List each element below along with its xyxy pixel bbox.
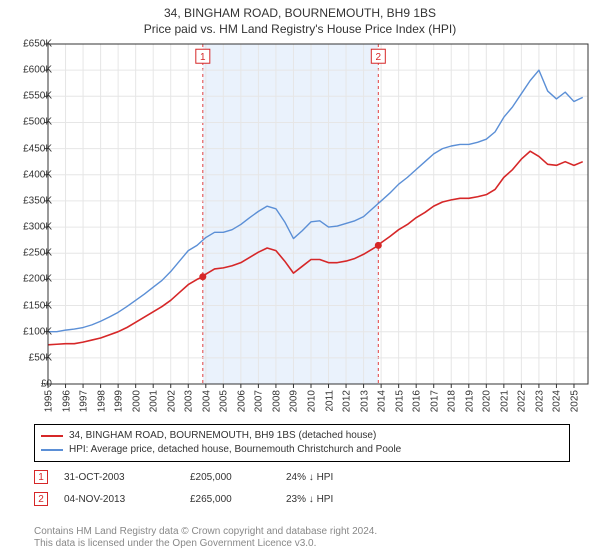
- sale-diff-vs-hpi: 24% ↓ HPI: [286, 472, 356, 483]
- x-axis-tick-label: 1997: [79, 390, 90, 412]
- x-axis-tick-label: 2019: [464, 390, 475, 412]
- y-axis-tick-label: £200K: [8, 274, 52, 285]
- x-axis-tick-label: 1996: [61, 390, 72, 412]
- chart-plot-area: 12: [48, 44, 588, 384]
- y-axis-tick-label: £150K: [8, 300, 52, 311]
- x-axis-tick-label: 1998: [96, 390, 107, 412]
- x-axis-tick-label: 1999: [114, 390, 125, 412]
- y-axis-tick-label: £600K: [8, 65, 52, 76]
- x-axis-tick-label: 2001: [149, 390, 160, 412]
- x-axis-tick-label: 2000: [131, 390, 142, 412]
- y-axis-tick-label: £450K: [8, 143, 52, 154]
- y-axis-tick-label: £50K: [8, 352, 52, 363]
- y-axis-tick-label: £400K: [8, 169, 52, 180]
- svg-text:1: 1: [200, 52, 206, 63]
- legend-label: 34, BINGHAM ROAD, BOURNEMOUTH, BH9 1BS (…: [69, 429, 376, 443]
- x-axis-tick-label: 2003: [184, 390, 195, 412]
- x-axis-tick-label: 2022: [517, 390, 528, 412]
- sale-diff-vs-hpi: 23% ↓ HPI: [286, 494, 356, 505]
- sale-date: 31-OCT-2003: [64, 472, 174, 483]
- x-axis-tick-label: 2025: [569, 390, 580, 412]
- y-axis-tick-label: £650K: [8, 39, 52, 50]
- sale-row: 2 04-NOV-2013 £265,000 23% ↓ HPI: [34, 488, 356, 510]
- x-axis-tick-label: 2008: [271, 390, 282, 412]
- x-axis-tick-label: 2013: [359, 390, 370, 412]
- x-axis-tick-label: 2012: [342, 390, 353, 412]
- x-axis-tick-label: 2018: [447, 390, 458, 412]
- y-axis-tick-label: £350K: [8, 195, 52, 206]
- sale-marker-icon: 1: [34, 470, 48, 484]
- x-axis-tick-label: 2010: [306, 390, 317, 412]
- sale-marker-icon: 2: [34, 492, 48, 506]
- legend-item-hpi: HPI: Average price, detached house, Bour…: [41, 443, 563, 457]
- x-axis-tick-label: 2017: [429, 390, 440, 412]
- legend: 34, BINGHAM ROAD, BOURNEMOUTH, BH9 1BS (…: [34, 424, 570, 462]
- x-axis-tick-label: 2006: [236, 390, 247, 412]
- y-axis-tick-label: £550K: [8, 91, 52, 102]
- x-axis-tick-label: 2016: [412, 390, 423, 412]
- sale-row: 1 31-OCT-2003 £205,000 24% ↓ HPI: [34, 466, 356, 488]
- sale-price: £265,000: [190, 494, 270, 505]
- footer-line: This data is licensed under the Open Gov…: [34, 538, 377, 550]
- sales-table: 1 31-OCT-2003 £205,000 24% ↓ HPI 2 04-NOV-201…: [34, 466, 356, 510]
- y-axis-tick-label: £250K: [8, 248, 52, 259]
- legend-swatch: [41, 449, 63, 451]
- x-axis-tick-label: 2014: [377, 390, 388, 412]
- y-axis-tick-label: £300K: [8, 222, 52, 233]
- x-axis-tick-label: 2005: [219, 390, 230, 412]
- x-axis-tick-label: 2002: [166, 390, 177, 412]
- legend-label: HPI: Average price, detached house, Bour…: [69, 443, 401, 457]
- x-axis-tick-label: 1995: [44, 390, 55, 412]
- chart-svg: 12: [48, 44, 588, 384]
- x-axis-tick-label: 2020: [482, 390, 493, 412]
- footer-line: Contains HM Land Registry data © Crown c…: [34, 526, 377, 538]
- x-axis-tick-label: 2004: [201, 390, 212, 412]
- svg-text:2: 2: [376, 52, 382, 63]
- x-axis-tick-label: 2023: [534, 390, 545, 412]
- x-axis-tick-label: 2024: [552, 390, 563, 412]
- chart-subtitle: Price paid vs. HM Land Registry's House …: [0, 22, 600, 36]
- sale-date: 04-NOV-2013: [64, 494, 174, 505]
- x-axis-tick-label: 2015: [394, 390, 405, 412]
- sale-price: £205,000: [190, 472, 270, 483]
- x-axis-tick-label: 2009: [289, 390, 300, 412]
- y-axis-tick-label: £500K: [8, 117, 52, 128]
- footer-attribution: Contains HM Land Registry data © Crown c…: [34, 526, 377, 550]
- x-axis-tick-label: 2007: [254, 390, 265, 412]
- chart-title: 34, BINGHAM ROAD, BOURNEMOUTH, BH9 1BS: [0, 6, 600, 20]
- x-axis-tick-label: 2021: [499, 390, 510, 412]
- legend-item-price-paid: 34, BINGHAM ROAD, BOURNEMOUTH, BH9 1BS (…: [41, 429, 563, 443]
- legend-swatch: [41, 435, 63, 437]
- y-axis-tick-label: £0: [8, 379, 52, 390]
- y-axis-tick-label: £100K: [8, 326, 52, 337]
- x-axis-tick-label: 2011: [324, 390, 335, 412]
